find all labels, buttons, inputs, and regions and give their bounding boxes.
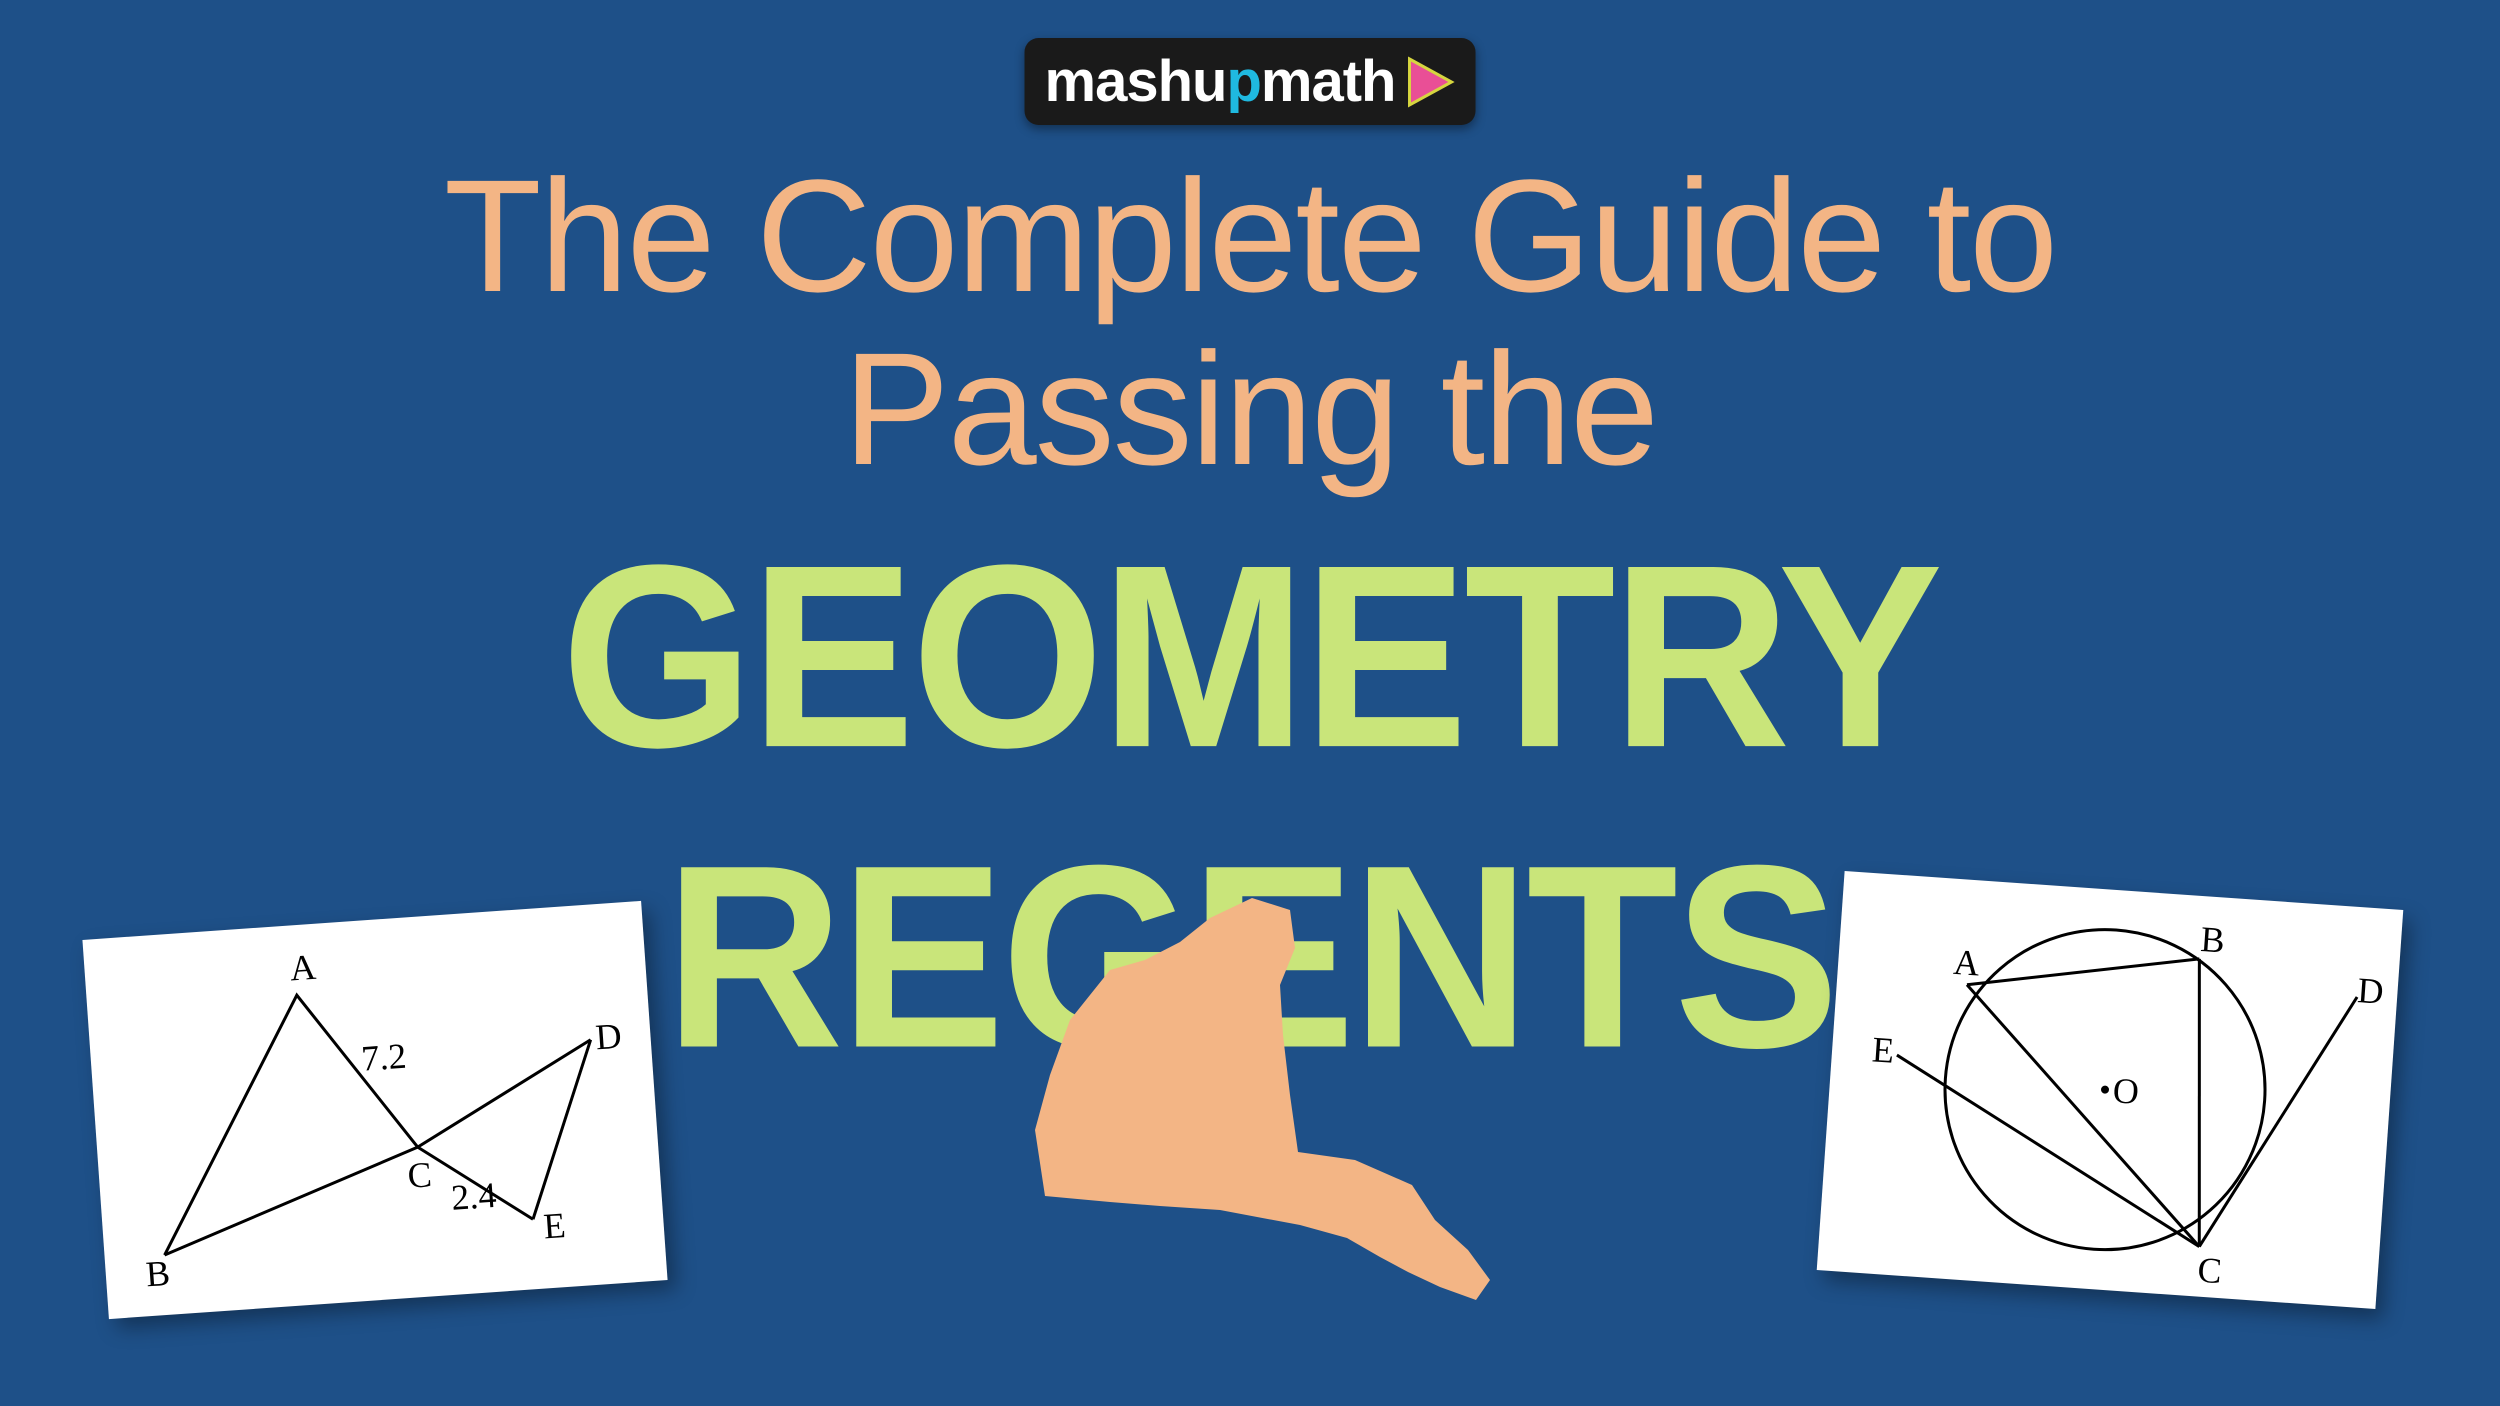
diagram-right-card: A B C D E O xyxy=(1817,871,2404,1309)
point-B: B xyxy=(145,1253,172,1295)
ny-state-icon xyxy=(980,870,1520,1350)
logo-part-mashu: mashu xyxy=(1045,49,1227,114)
point-E: E xyxy=(1871,1029,1896,1070)
point-O: O xyxy=(2112,1070,2141,1112)
point-D: D xyxy=(2356,970,2385,1012)
point-A: A xyxy=(1952,942,1981,984)
play-icon xyxy=(1401,55,1455,109)
seg2-label: 2.4 xyxy=(450,1175,498,1218)
logo-text: mashupmath xyxy=(1045,48,1396,115)
logo-part-p: p xyxy=(1226,49,1260,114)
circle-diagram: A B C D E O xyxy=(1817,871,2404,1309)
point-A: A xyxy=(289,947,318,989)
logo-badge: mashupmath xyxy=(1025,38,1476,125)
point-C: C xyxy=(2196,1250,2223,1292)
title-line1: The Complete Guide to xyxy=(0,150,2500,323)
point-D: D xyxy=(594,1016,623,1058)
point-C: C xyxy=(406,1154,433,1196)
seg1-label: 7.2 xyxy=(360,1036,408,1079)
point-E: E xyxy=(542,1205,567,1246)
point-B: B xyxy=(2199,919,2226,961)
diagram-left-card: A B C D E 7.2 2.4 xyxy=(82,901,667,1319)
triangle-diagram: A B C D E 7.2 2.4 xyxy=(82,901,667,1319)
logo-part-math: math xyxy=(1261,49,1396,114)
title-line2: Passing the xyxy=(0,323,2500,496)
title: The Complete Guide to Passing the xyxy=(0,150,2500,496)
